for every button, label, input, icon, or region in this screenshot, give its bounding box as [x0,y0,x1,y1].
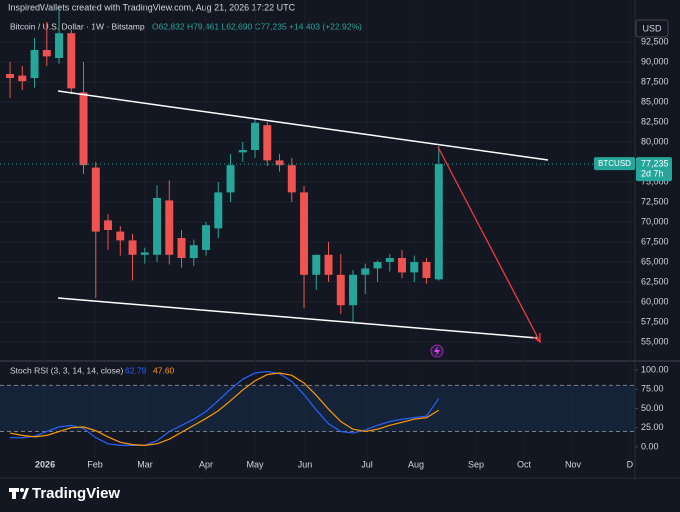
y-tick-label: 80,000 [641,136,669,146]
footer-background [0,480,680,512]
candle-body [6,74,15,78]
arrow-line [437,146,541,343]
candle-body [385,258,394,262]
countdown-label: 2d 7h [641,168,664,178]
y-tick-label: 67,500 [641,236,669,246]
watermark: InspiredWallets created with TradingView… [8,2,296,12]
x-tick-label: Nov [565,459,582,469]
x-tick-label: D [627,459,634,469]
candle-body [30,50,39,78]
x-tick-label: Aug [408,459,424,469]
y-tick-label: 60,000 [641,296,669,306]
x-tick-label: Mar [137,459,153,469]
candle-body [189,245,198,258]
candle-body [140,252,149,255]
candle-body [434,164,443,280]
y-tick-label: 70,000 [641,216,669,226]
y-tick-label: 85,000 [641,96,669,106]
y-tick-label: 90,000 [641,56,669,66]
x-tick-label: Sep [468,459,484,469]
candle-body [324,254,333,275]
x-tick-label: Oct [517,459,532,469]
candle-body [128,240,137,255]
candle-body [153,198,162,255]
candle-body [263,125,272,161]
chart-background [0,0,680,480]
candle-body [349,274,358,306]
y-tick-label: 57,500 [641,316,669,326]
candle-body [251,122,260,150]
ohlc-label: O62,832 H79,461 L62,690 C77,235 +14,403 … [152,21,362,31]
candle-body [177,238,186,258]
x-tick-label: Jul [361,459,373,469]
candle-body [238,150,247,153]
candle-body [67,33,76,89]
candle-body [410,262,419,273]
candle-body [202,225,211,250]
y-tick-label: 62,500 [641,276,669,286]
indicator-title: Stoch RSI (3, 3, 14, 14, close) [10,365,124,375]
candle-body [287,165,296,193]
candle-body [336,274,345,306]
trend-line [57,90,549,161]
candle-body [18,75,27,82]
candle-body [398,258,407,273]
stoch-line [10,370,440,446]
alert-icon[interactable] [430,344,444,358]
currency-label[interactable]: USD [642,23,662,33]
candle-body [422,262,431,278]
candle-body [42,50,51,57]
x-tick-label: 2026 [35,459,55,469]
symbol-label: Bitcoin / U.S. Dollar · 1W · Bitstamp [10,21,145,31]
candle-body [361,268,370,275]
currency-button[interactable] [635,19,669,38]
price-badge-label: 77,235 [641,158,669,168]
y-tick-label: 55,000 [641,336,669,346]
candle-body [373,262,382,269]
logo-icon [9,488,29,499]
band-fill [0,385,635,432]
y-tick-label: 50.00 [641,403,664,413]
trend-line [57,297,538,339]
candle-body [275,160,284,166]
y-tick-label: 72,500 [641,196,669,206]
candle-body [55,33,64,58]
y-tick-label: 92,500 [641,36,669,46]
y-tick-label: 75.00 [641,384,664,394]
stoch-line [9,372,440,446]
candle-body [226,165,235,193]
candle-body [165,200,174,255]
legend-value: 47.60 [153,365,175,375]
candle-body [104,220,113,230]
legend-value: 62.79 [125,365,147,375]
candle-body [91,167,100,232]
symbol-badge-label: BTCUSD [598,159,631,168]
candle-body [79,92,88,166]
symbol-badge [594,157,635,171]
candle-body [214,192,223,229]
price-badge [636,157,672,182]
x-tick-label: May [247,459,265,469]
candle-body [116,231,125,241]
y-tick-label: 100.00 [641,364,669,374]
x-tick-label: Jun [298,459,313,469]
x-tick-label: Apr [199,459,213,469]
brand-label: TradingView [32,485,120,502]
y-tick-label: 82,500 [641,116,669,126]
y-tick-label: 25.00 [641,422,664,432]
y-tick-label: 75,000 [641,176,669,186]
y-tick-label: 65,000 [641,256,669,266]
x-tick-label: Feb [87,459,103,469]
y-tick-label: 87,500 [641,76,669,86]
candle-body [300,192,309,275]
arrow-head [532,332,541,344]
y-tick-label: 0.00 [641,441,659,451]
candle-body [312,254,321,275]
